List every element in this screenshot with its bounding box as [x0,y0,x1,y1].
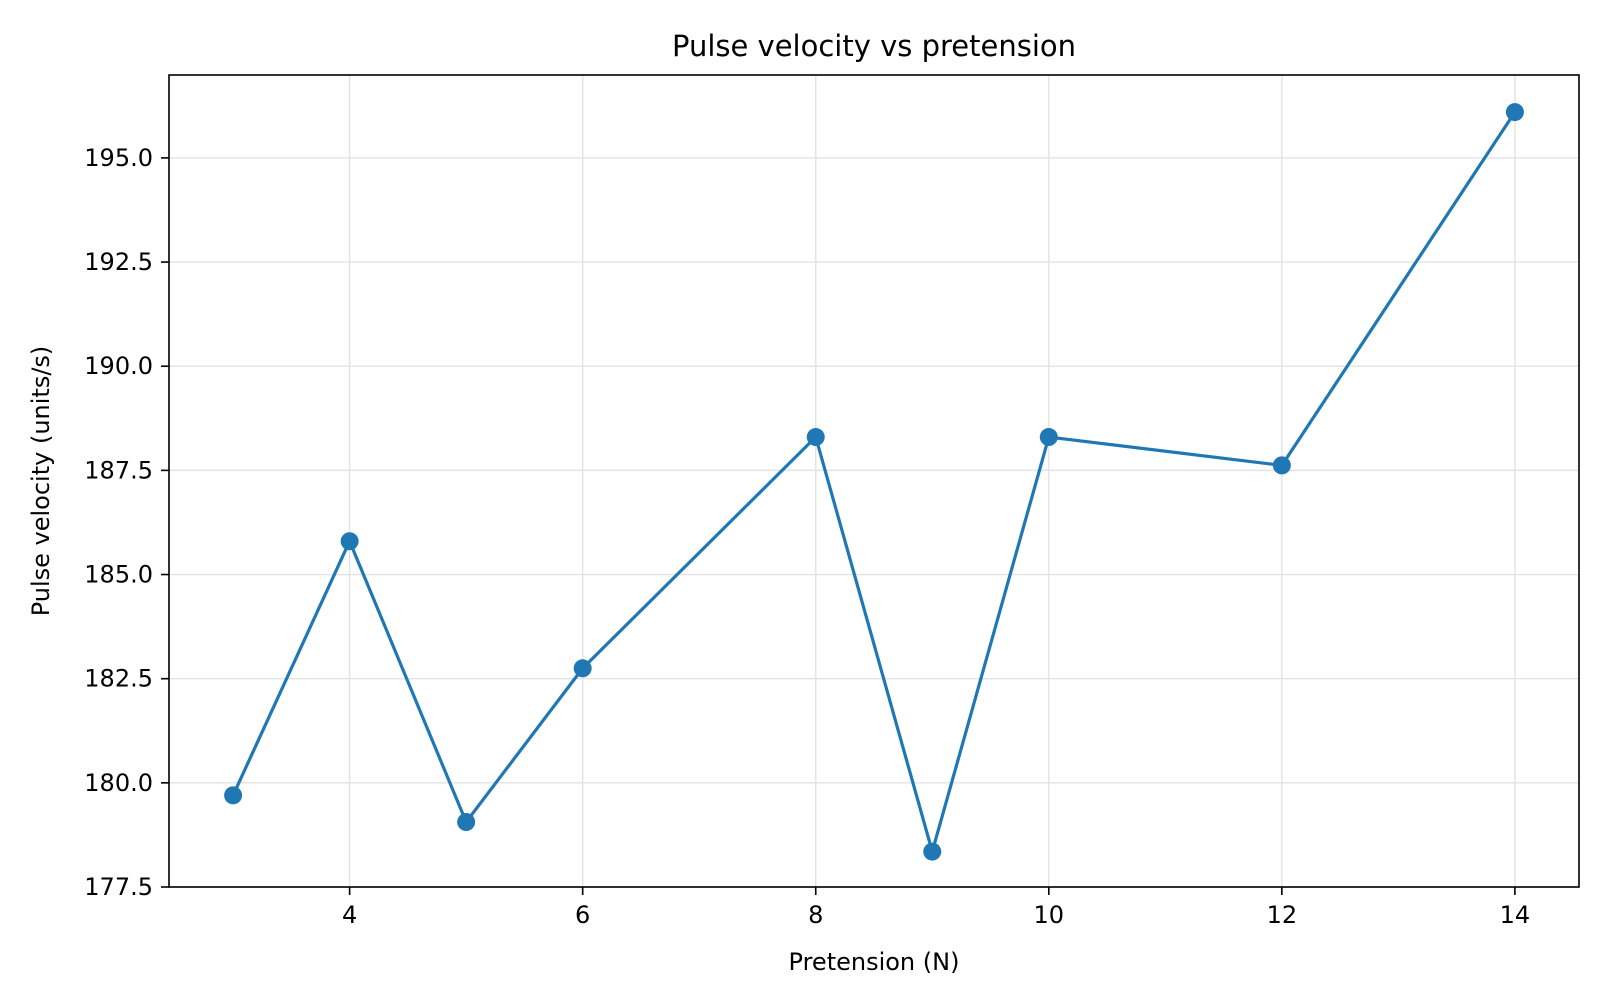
series-line [231,111,1517,854]
x-tick-label: 12 [1267,901,1298,929]
data-point [340,532,359,551]
data-point [1272,456,1291,475]
data-point [806,428,825,447]
y-tick-label: 192.5 [84,248,153,276]
x-axis-label: Pretension (N) [789,948,960,976]
x-tick-label: 14 [1500,901,1531,929]
data-point [923,842,942,861]
y-tick-label: 182.5 [84,665,153,693]
y-axis-label: Pulse velocity (units/s) [27,346,55,617]
series-layer [224,103,1524,861]
y-tick-label: 177.5 [84,873,153,901]
x-tick-label: 10 [1034,901,1065,929]
y-tick-label: 195.0 [84,144,153,172]
data-point [573,659,592,678]
x-tick-label: 8 [808,901,823,929]
data-point [224,786,243,805]
plot-frame [168,74,1580,888]
data-point [1505,103,1524,122]
axis-ticks: 4 6 8 10 12 14 177.5 180.0 182.5 185.0 187.5 190.0 1… [84,144,1530,929]
y-tick-label: 190.0 [84,352,153,380]
data-point [1039,428,1058,447]
y-tick-label: 187.5 [84,456,153,484]
data-point [457,813,476,832]
y-tick-label: 180.0 [84,769,153,797]
y-tick-label: 185.0 [84,561,153,589]
chart-title: Pulse velocity vs pretension [672,29,1076,63]
x-tick-label: 6 [575,901,590,929]
x-tick-label: 4 [342,901,357,929]
grid-lines [169,75,1579,888]
